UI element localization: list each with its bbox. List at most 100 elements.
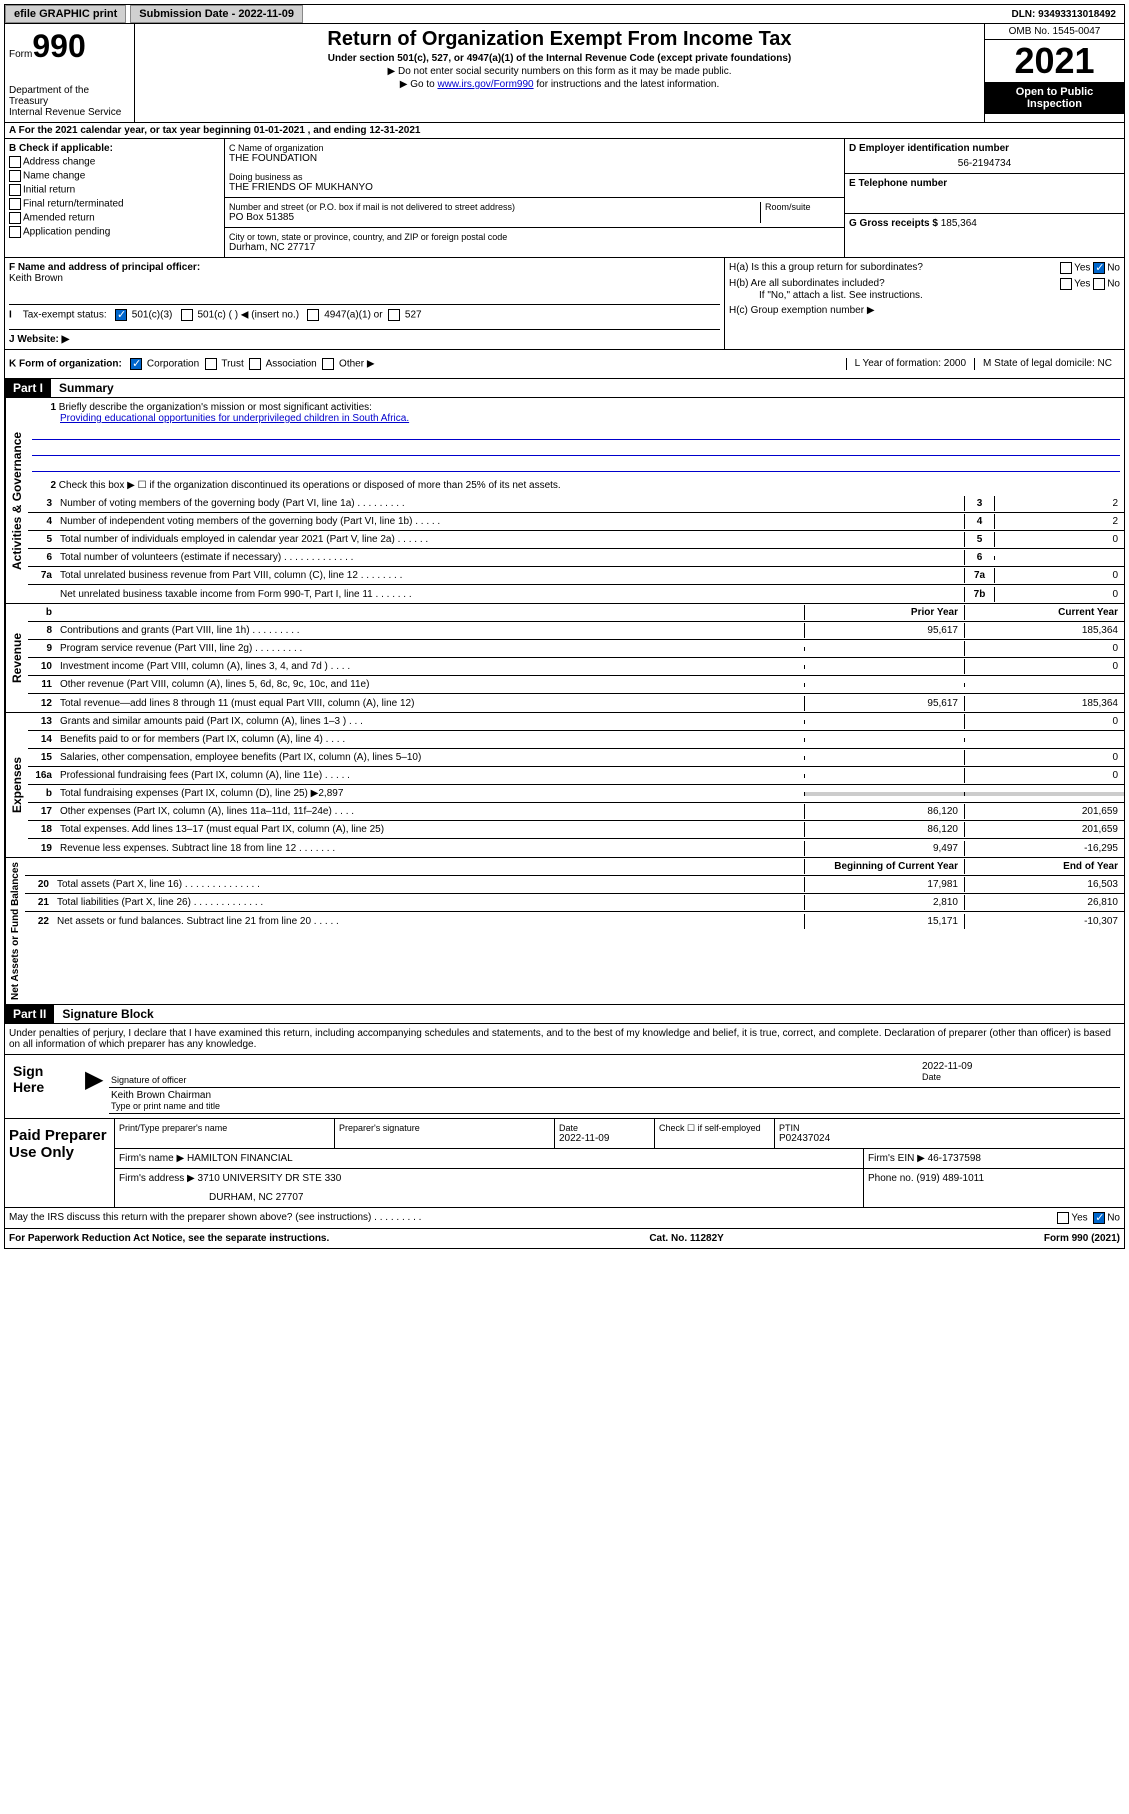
- hb-no[interactable]: [1093, 278, 1105, 290]
- e-label: E Telephone number: [849, 178, 1120, 189]
- city-label: City or town, state or province, country…: [229, 232, 840, 242]
- line16b-desc: Total fundraising expenses (Part IX, col…: [56, 786, 804, 801]
- line21-current: 26,810: [964, 895, 1124, 910]
- check-initial-return[interactable]: Initial return: [9, 184, 220, 196]
- line20-desc: Total assets (Part X, line 16) . . . . .…: [53, 877, 804, 892]
- current-year-header: Current Year: [964, 605, 1124, 620]
- c-label: C Name of organization: [229, 143, 840, 153]
- check-address-change[interactable]: Address change: [9, 156, 220, 168]
- begin-year-header: Beginning of Current Year: [804, 859, 964, 874]
- line10-current: 0: [964, 659, 1124, 674]
- line21-prior: 2,810: [804, 895, 964, 910]
- line11-current: [964, 683, 1124, 687]
- top-bar: efile GRAPHIC print Submission Date - 20…: [4, 4, 1125, 24]
- line15-desc: Salaries, other compensation, employee b…: [56, 750, 804, 765]
- j-website: J Website: ▶: [9, 329, 720, 345]
- firm-city: DURHAM, NC 27707: [209, 1192, 859, 1203]
- hb-yes[interactable]: [1060, 278, 1072, 290]
- note-ssn: ▶ Do not enter social security numbers o…: [139, 66, 980, 77]
- print-name-label: Print/Type preparer's name: [115, 1119, 335, 1148]
- check-501c3[interactable]: [115, 309, 127, 321]
- end-year-header: End of Year: [964, 859, 1124, 874]
- line16a-current: 0: [964, 768, 1124, 783]
- omb-number: OMB No. 1545-0047: [985, 24, 1124, 40]
- m-state: M State of legal domicile: NC: [974, 358, 1120, 370]
- form-number: 990: [32, 28, 85, 64]
- line3-val: 2: [994, 496, 1124, 511]
- line12-current: 185,364: [964, 696, 1124, 711]
- line14-current: [964, 738, 1124, 742]
- check-501c[interactable]: [181, 309, 193, 321]
- sig-officer-label: Signature of officer: [111, 1075, 918, 1085]
- check-pending[interactable]: Application pending: [9, 226, 220, 238]
- line12-desc: Total revenue—add lines 8 through 11 (mu…: [56, 696, 804, 711]
- part1-header: Part I: [5, 379, 51, 397]
- submission-date: Submission Date - 2022-11-09: [130, 5, 303, 23]
- check-trust[interactable]: [205, 358, 217, 370]
- hb-note: If "No," attach a list. See instructions…: [759, 290, 1120, 301]
- d-label: D Employer identification number: [849, 143, 1120, 154]
- addr: PO Box 51385: [229, 212, 760, 223]
- line14-desc: Benefits paid to or for members (Part IX…: [56, 732, 804, 747]
- g-label: G Gross receipts $: [849, 218, 938, 229]
- dba-name: THE FRIENDS OF MUKHANYO: [229, 182, 840, 193]
- check-final-return[interactable]: Final return/terminated: [9, 198, 220, 210]
- line20-prior: 17,981: [804, 877, 964, 892]
- check-amended[interactable]: Amended return: [9, 212, 220, 224]
- line18-current: 201,659: [964, 822, 1124, 837]
- efile-button[interactable]: efile GRAPHIC print: [5, 5, 126, 23]
- section-k: K Form of organization: Corporation Trus…: [9, 358, 846, 370]
- check-4947[interactable]: [307, 309, 319, 321]
- line7a-val: 0: [994, 568, 1124, 583]
- line22-current: -10,307: [964, 914, 1124, 929]
- line13-prior: [804, 720, 964, 724]
- room-label: Room/suite: [760, 202, 840, 223]
- paid-preparer-label: Paid Preparer Use Only: [5, 1119, 115, 1207]
- section-h: H(a) Is this a group return for subordin…: [724, 258, 1124, 349]
- check-other[interactable]: [322, 358, 334, 370]
- line22-prior: 15,171: [804, 914, 964, 929]
- discuss-no[interactable]: [1093, 1212, 1105, 1224]
- line21-desc: Total liabilities (Part X, line 26) . . …: [53, 895, 804, 910]
- line6-desc: Total number of volunteers (estimate if …: [56, 550, 964, 565]
- officer-name: Keith Brown: [9, 273, 720, 284]
- check-corp[interactable]: [130, 358, 142, 370]
- check-527[interactable]: [388, 309, 400, 321]
- ha-yes[interactable]: [1060, 262, 1072, 274]
- line11-prior: [804, 683, 964, 687]
- line6-val: [994, 556, 1124, 560]
- prep-sig-label: Preparer's signature: [335, 1119, 555, 1148]
- i-label: Tax-exempt status:: [23, 310, 107, 321]
- discuss-yes[interactable]: [1057, 1212, 1069, 1224]
- part2-title: Signature Block: [54, 1005, 161, 1023]
- revenue-label: Revenue: [5, 604, 28, 712]
- section-c-org: C Name of organization THE FOUNDATION Do…: [225, 139, 844, 257]
- self-employed-check[interactable]: Check ☐ if self-employed: [655, 1119, 775, 1148]
- tax-year: 2021: [985, 40, 1124, 82]
- check-name-change[interactable]: Name change: [9, 170, 220, 182]
- line7b-desc: Net unrelated business taxable income fr…: [56, 587, 964, 602]
- line11-desc: Other revenue (Part VIII, column (A), li…: [56, 677, 804, 692]
- note-link: ▶ Go to www.irs.gov/Form990 for instruct…: [139, 79, 980, 90]
- line14-prior: [804, 738, 964, 742]
- ha-no[interactable]: [1093, 262, 1105, 274]
- hc-label: H(c) Group exemption number ▶: [729, 305, 1120, 316]
- irs-link[interactable]: www.irs.gov/Form990: [437, 79, 533, 90]
- ptin: P02437024: [779, 1133, 1120, 1144]
- dba-label: Doing business as: [229, 172, 840, 182]
- form-subtitle: Under section 501(c), 527, or 4947(a)(1)…: [139, 53, 980, 64]
- form-title: Return of Organization Exempt From Incom…: [139, 28, 980, 51]
- check-assoc[interactable]: [249, 358, 261, 370]
- irs-label: Internal Revenue Service: [9, 107, 130, 118]
- ein: 56-2194734: [849, 158, 1120, 169]
- firm-name: HAMILTON FINANCIAL: [187, 1153, 293, 1164]
- line19-current: -16,295: [964, 841, 1124, 856]
- firm-address: 3710 UNIVERSITY DR STE 330: [198, 1173, 342, 1184]
- line10-prior: [804, 665, 964, 669]
- city: Durham, NC 27717: [229, 242, 840, 253]
- line9-desc: Program service revenue (Part VIII, line…: [56, 641, 804, 656]
- line17-prior: 86,120: [804, 804, 964, 819]
- hb-label: H(b) Are all subordinates included?: [729, 278, 885, 290]
- form-number-box: Form990 Department of the Treasury Inter…: [5, 24, 135, 122]
- inspection-label: Open to Public Inspection: [985, 82, 1124, 114]
